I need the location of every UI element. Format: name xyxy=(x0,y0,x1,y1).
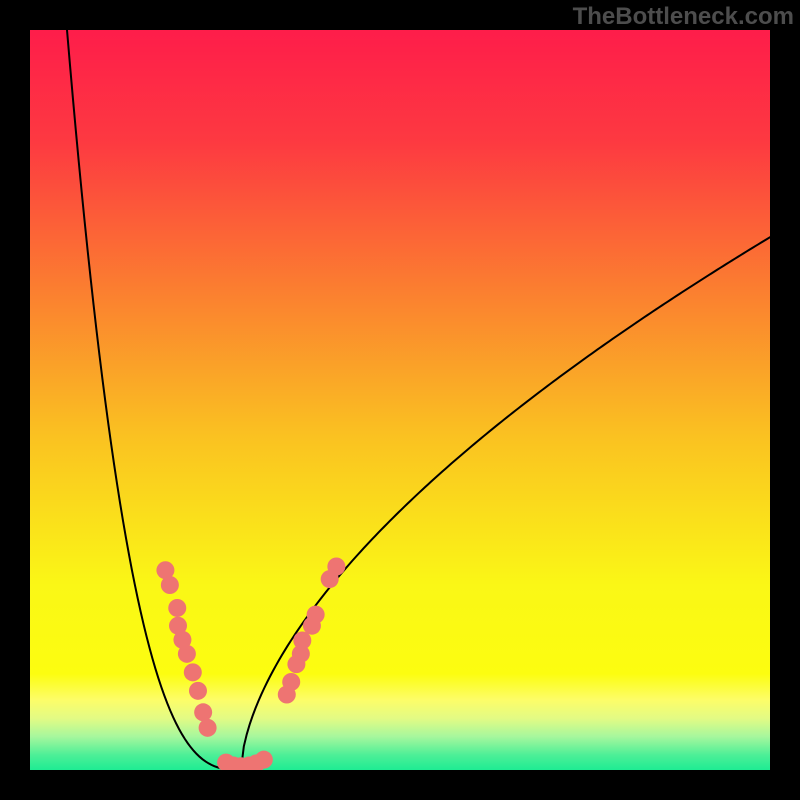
data-marker xyxy=(307,606,325,624)
data-marker xyxy=(161,576,179,594)
data-marker xyxy=(189,682,207,700)
data-marker xyxy=(327,558,345,576)
data-marker xyxy=(194,703,212,721)
plot-svg xyxy=(30,30,770,770)
plot-area xyxy=(30,30,770,770)
watermark-text: TheBottleneck.com xyxy=(573,3,794,31)
chart-frame: TheBottleneck.com xyxy=(0,0,800,800)
data-marker xyxy=(184,663,202,681)
data-marker xyxy=(178,645,196,663)
data-marker xyxy=(168,599,186,617)
data-marker xyxy=(282,673,300,691)
data-marker xyxy=(199,719,217,737)
gradient-background xyxy=(30,30,770,770)
data-marker xyxy=(255,751,273,769)
data-marker xyxy=(293,632,311,650)
